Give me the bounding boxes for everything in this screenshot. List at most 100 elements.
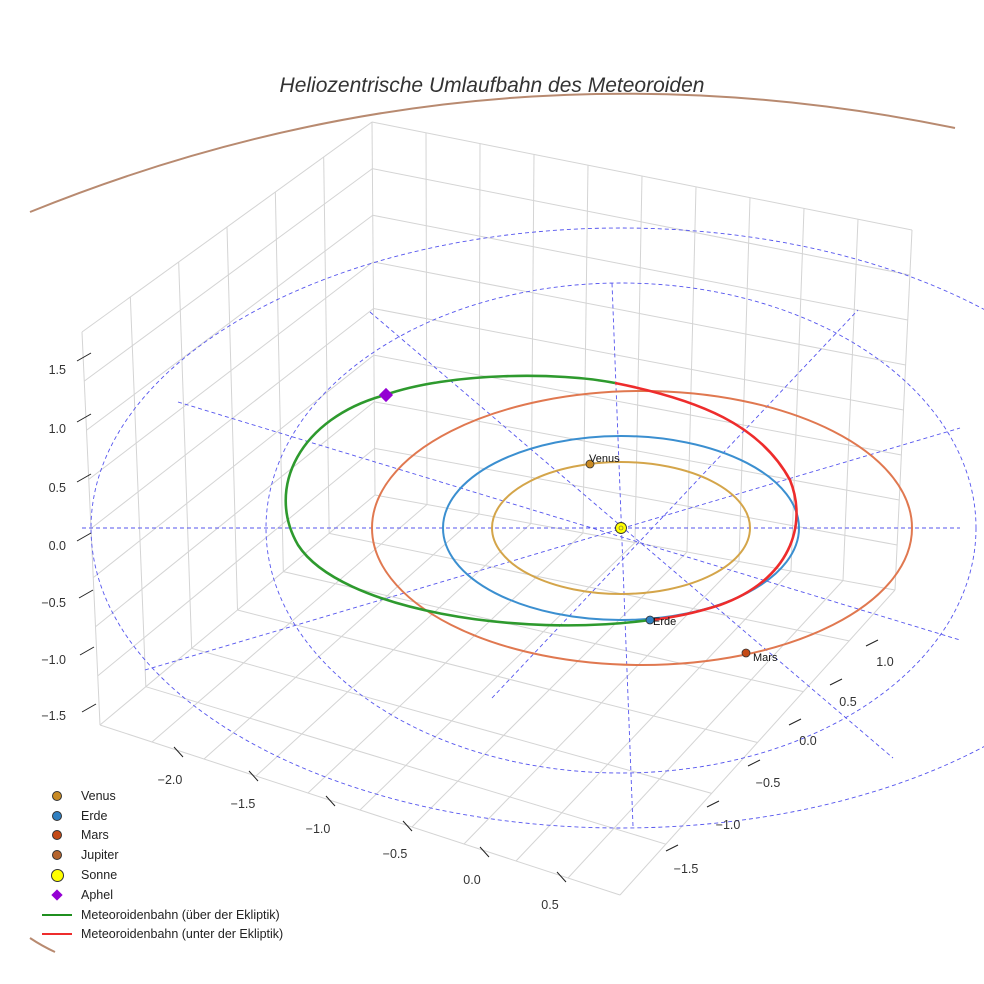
legend-item: Jupiter bbox=[40, 845, 283, 865]
y-gridline bbox=[178, 261, 193, 649]
ecliptic-radial-line bbox=[491, 309, 859, 699]
legend-marker-dot bbox=[52, 790, 62, 801]
legend-item: Meteoroidenbahn (unter der Ekliptik) bbox=[40, 925, 283, 945]
x-gridline bbox=[582, 165, 589, 534]
legend-label: Venus bbox=[81, 788, 116, 803]
x-gridline bbox=[530, 154, 535, 524]
legend-label: Sonne bbox=[81, 868, 118, 883]
z-tick-mark bbox=[76, 413, 92, 423]
x-tick-mark bbox=[556, 871, 567, 883]
legend-marker-diamond bbox=[51, 889, 63, 901]
legend-marker-dot bbox=[52, 810, 62, 821]
legend-symbol bbox=[40, 933, 74, 936]
ecliptic-ring-outer bbox=[265, 282, 977, 774]
z-tick-label: 0.5 bbox=[49, 481, 66, 495]
y-tick-mark bbox=[865, 639, 879, 647]
z-tick-mark bbox=[79, 646, 95, 656]
z-tick-label: −1.0 bbox=[41, 653, 66, 667]
z-tick-label: 0.0 bbox=[49, 539, 66, 553]
y-tick-label: 0.0 bbox=[799, 734, 816, 748]
z-tick-label: 1.5 bbox=[49, 363, 66, 377]
z-gridline bbox=[83, 168, 910, 382]
meteoroid-orbit-above bbox=[284, 374, 651, 627]
legend-marker-line bbox=[42, 913, 72, 916]
marker-layer: Venus Erde Mars bbox=[378, 387, 778, 664]
planet-label-erde: Erde bbox=[653, 616, 676, 628]
legend-symbol bbox=[40, 830, 74, 841]
z-tick-mark bbox=[81, 703, 97, 713]
aphel-marker bbox=[378, 387, 394, 403]
legend-marker-dot bbox=[52, 830, 62, 841]
x-tick-mark bbox=[173, 746, 184, 758]
y-tick-label: −0.5 bbox=[756, 776, 781, 790]
x-gridline bbox=[738, 197, 751, 562]
tick-layer: 1.5 1.0 0.5 0.0 −0.5 −1.0 −1.5 −2.0 −1.5 −1.0 −0.5… bbox=[41, 352, 894, 912]
legend-symbol bbox=[40, 868, 74, 882]
floor-gridline bbox=[307, 532, 584, 794]
x-gridline bbox=[478, 143, 481, 515]
legend-item: Meteoroidenbahn (über der Ekliptik) bbox=[40, 905, 283, 925]
legend-label: Aphel bbox=[81, 887, 113, 902]
z-tick-mark bbox=[76, 532, 92, 542]
x-gridline bbox=[790, 208, 805, 572]
legend-item: Aphel bbox=[40, 885, 283, 905]
y-tick-mark bbox=[747, 759, 761, 767]
floor-gridline bbox=[203, 513, 480, 760]
x-tick-mark bbox=[325, 795, 336, 807]
sun-marker bbox=[615, 522, 627, 534]
x-gridline bbox=[842, 219, 859, 581]
x-tick-mark bbox=[402, 820, 413, 832]
x-gridline bbox=[425, 132, 428, 505]
floor-gridline bbox=[151, 504, 428, 743]
z-tick-mark bbox=[76, 352, 92, 362]
orbit-earth bbox=[442, 435, 800, 621]
y-tick-label: −1.0 bbox=[716, 818, 741, 832]
x-tick-label: 0.5 bbox=[541, 898, 558, 912]
x-tick-label: 0.0 bbox=[463, 873, 480, 887]
y-gridline bbox=[323, 156, 330, 534]
y-tick-mark bbox=[706, 800, 720, 808]
orbit-jupiter bbox=[29, 92, 956, 213]
x-tick-mark bbox=[479, 846, 490, 858]
floor-gridline bbox=[515, 570, 792, 862]
z-tick-mark bbox=[78, 589, 94, 599]
z-tick-mark bbox=[76, 473, 92, 483]
z-tick-label: −1.5 bbox=[41, 709, 66, 723]
legend-symbol bbox=[40, 790, 74, 801]
legend-marker-sun bbox=[50, 868, 64, 882]
x-tick-label: −0.5 bbox=[383, 847, 408, 861]
legend-symbol bbox=[40, 850, 74, 861]
legend-symbol bbox=[40, 810, 74, 821]
ecliptic-radial-line bbox=[144, 427, 961, 671]
planet-marker-mars bbox=[741, 648, 751, 658]
x-gridline bbox=[686, 186, 697, 553]
floor-gridline bbox=[359, 542, 636, 811]
z-gridline bbox=[86, 214, 908, 431]
legend-item: Erde bbox=[40, 806, 283, 826]
sun-marker-core bbox=[618, 525, 624, 531]
planet-marker-venus bbox=[585, 459, 595, 469]
z-gridline bbox=[88, 261, 906, 480]
y-tick-mark bbox=[829, 678, 843, 686]
z-gridline bbox=[90, 307, 904, 529]
floor-gridline bbox=[567, 580, 844, 879]
planet-label-mars: Mars bbox=[753, 652, 778, 664]
x-tick-label: −1.5 bbox=[231, 797, 256, 811]
meteoroid-orbit-below bbox=[614, 381, 798, 622]
z-tick-label: −0.5 bbox=[41, 596, 66, 610]
z-tick-label: 1.0 bbox=[49, 422, 66, 436]
y-tick-mark bbox=[665, 844, 679, 852]
ecliptic-radial-line bbox=[369, 311, 894, 759]
legend-symbol bbox=[40, 889, 74, 901]
y-tick-label: 1.0 bbox=[876, 655, 893, 669]
floor-gridline bbox=[255, 523, 532, 777]
legend-label: Meteoroidenbahn (unter der Ekliptik) bbox=[81, 927, 284, 942]
legend-marker-line bbox=[42, 933, 72, 936]
planet-marker-erde bbox=[645, 615, 655, 625]
z-gridline bbox=[95, 401, 900, 628]
legend-marker-dot bbox=[52, 850, 62, 861]
legend-label: Mars bbox=[81, 828, 109, 843]
orbit-venus bbox=[491, 461, 751, 595]
y-tick-mark bbox=[788, 718, 802, 726]
